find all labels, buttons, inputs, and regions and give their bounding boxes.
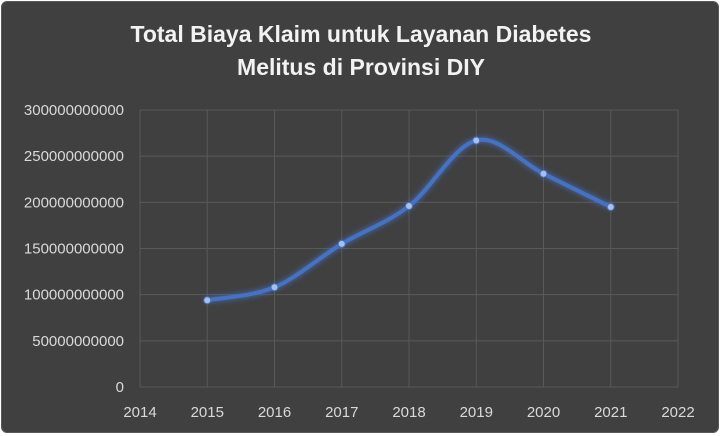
y-tick-label: 100000000000 [24, 287, 124, 304]
y-tick-label: 300000000000 [24, 102, 124, 119]
x-axis-ticks: 2014 2015 2016 2017 2018 2019 2020 2021 2022 [123, 404, 694, 421]
data-point [270, 283, 279, 292]
data-point [405, 202, 413, 211]
x-tick-label: 2017 [325, 404, 358, 421]
y-tick-label: 250000000000 [24, 148, 124, 165]
y-tick-label: 50000000000 [32, 333, 124, 350]
y-tick-label: 200000000000 [24, 194, 124, 211]
data-point [472, 136, 481, 145]
x-tick-label: 2019 [460, 404, 493, 421]
x-tick-label: 2015 [191, 404, 224, 421]
series-group [203, 136, 615, 305]
y-tick-label: 150000000000 [24, 241, 124, 258]
data-point [606, 202, 615, 211]
x-tick-label: 2021 [594, 404, 627, 421]
data-point [337, 239, 346, 248]
gridlines [139, 109, 679, 388]
y-axis-ticks: 0 50000000000 100000000000 150000000000 2000… [24, 102, 124, 396]
x-tick-label: 2022 [661, 404, 694, 421]
x-tick-label: 2016 [258, 404, 291, 421]
data-point [539, 169, 548, 178]
y-tick-label: 0 [116, 379, 124, 396]
x-tick-label: 2018 [392, 404, 425, 421]
data-point [203, 296, 212, 305]
x-tick-label: 2014 [123, 404, 156, 421]
x-tick-label: 2020 [527, 404, 560, 421]
chart-title: Total Biaya Klaim untuk Layanan Diabetes… [130, 21, 592, 80]
